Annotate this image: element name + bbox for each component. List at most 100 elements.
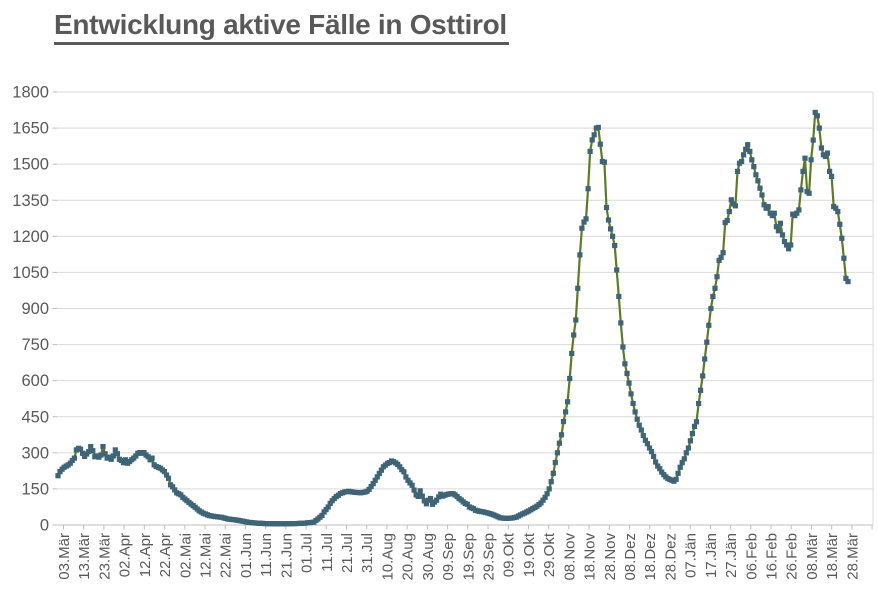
data-marker [781, 239, 788, 245]
data-marker [765, 203, 771, 210]
data-marker [784, 242, 790, 248]
data-marker [739, 158, 745, 165]
x-axis-label: 17.Jän [703, 533, 720, 578]
data-marker [327, 500, 333, 506]
data-marker [571, 332, 577, 338]
data-marker [434, 497, 440, 503]
y-axis-label: 1050 [12, 264, 49, 282]
data-marker [133, 453, 139, 459]
data-marker [757, 185, 763, 191]
data-marker [601, 159, 607, 165]
data-marker [575, 285, 581, 291]
data-marker [378, 467, 384, 473]
y-axis-label: 1650 [12, 120, 49, 138]
data-marker [102, 451, 108, 457]
x-axis-label: 18.Nov [582, 533, 599, 581]
data-marker [796, 207, 802, 213]
x-axis-label: 28.Mär [844, 533, 861, 580]
data-marker [145, 454, 151, 460]
data-marker [560, 419, 567, 425]
x-axis-label: 21.Jun [278, 533, 295, 578]
data-marker [120, 460, 127, 466]
data-marker [548, 479, 554, 485]
x-axis-label: 22.Apr [157, 533, 174, 577]
y-axis-label: 1200 [12, 228, 49, 246]
data-marker [638, 427, 644, 433]
data-marker [100, 444, 106, 450]
data-marker [812, 109, 818, 115]
data-marker [806, 190, 812, 196]
data-marker [374, 474, 380, 480]
data-marker [798, 187, 804, 193]
data-marker [170, 484, 176, 490]
data-marker [67, 460, 73, 466]
x-axis-label: 03.Mär [56, 533, 73, 580]
data-marker [689, 431, 695, 437]
data-marker [632, 409, 638, 415]
data-marker [614, 267, 620, 273]
data-marker [702, 356, 708, 362]
data-marker [642, 437, 648, 443]
data-marker [628, 391, 634, 397]
data-marker [640, 432, 646, 439]
data-marker [833, 205, 839, 211]
x-axis-label: 11.Jun [258, 533, 275, 577]
x-axis-label: 01.Jul [299, 533, 316, 573]
data-marker [749, 157, 755, 163]
data-marker [55, 473, 61, 479]
data-marker [808, 157, 814, 163]
data-marker [685, 445, 691, 451]
data-marker [417, 488, 423, 494]
data-marker [427, 495, 434, 502]
data-marker [788, 242, 794, 248]
data-marker [80, 450, 86, 456]
data-marker [822, 153, 829, 160]
x-axis-label: 01.Jun [238, 533, 255, 578]
data-marker [552, 459, 558, 466]
y-axis-label: 1500 [12, 156, 49, 174]
data-marker [675, 470, 681, 476]
data-marker [714, 274, 720, 280]
x-axis-label: 11.Jul [319, 533, 336, 572]
x-axis-label: 31.Jul [359, 533, 376, 573]
y-axis-label: 900 [21, 300, 49, 318]
data-marker [546, 486, 552, 492]
data-marker [728, 197, 734, 203]
data-marker [325, 504, 331, 510]
data-marker [591, 132, 597, 138]
data-marker [683, 450, 689, 456]
data-marker [687, 438, 693, 444]
data-marker [816, 125, 822, 131]
data-marker [608, 226, 614, 232]
data-marker [777, 220, 783, 226]
data-marker [565, 399, 571, 405]
y-axis-label: 450 [21, 408, 49, 426]
data-marker [90, 448, 96, 454]
data-marker [368, 483, 374, 490]
x-axis-label: 08.Dez [622, 533, 639, 581]
data-marker [708, 305, 714, 312]
data-marker [718, 254, 724, 260]
x-axis-label: 07.Jän [683, 533, 700, 578]
x-axis-label: 02.Apr [117, 533, 134, 577]
data-marker [743, 146, 749, 152]
data-marker [114, 451, 120, 457]
data-marker [554, 450, 560, 456]
data-marker [579, 225, 585, 231]
data-marker [673, 476, 679, 482]
x-axis-label: 28.Nov [602, 533, 619, 581]
x-axis-label: 09.Sep [440, 533, 457, 581]
x-axis-label: 09.Okt [501, 532, 518, 577]
data-marker [800, 168, 806, 174]
data-marker [681, 456, 687, 462]
data-marker [98, 452, 104, 458]
x-axis-label: 18.Dez [642, 533, 659, 581]
data-marker [538, 500, 544, 506]
data-marker [624, 370, 630, 376]
data-marker [630, 400, 636, 407]
data-marker [751, 164, 757, 170]
data-marker [646, 445, 653, 451]
data-marker [618, 320, 624, 326]
data-marker [829, 173, 835, 179]
data-marker [843, 275, 849, 281]
